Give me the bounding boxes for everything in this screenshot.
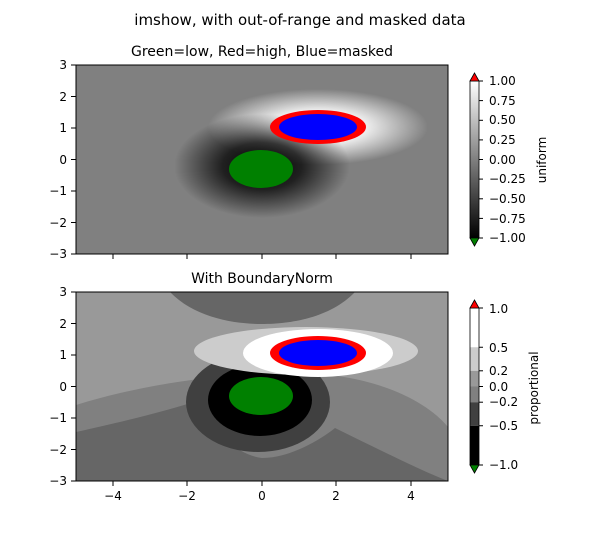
- colorbar-tick-label: 0.2: [489, 364, 508, 378]
- cbar-seg-m02-00: [470, 386, 479, 403]
- figure-suptitle: imshow, with out-of-range and masked dat…: [134, 11, 465, 29]
- top-xtick-marks: [112, 254, 412, 259]
- colorbar-tick-label: −0.2: [489, 395, 518, 409]
- top-heatmap: [76, 65, 448, 254]
- colorbar-tick-label: 1.00: [489, 74, 516, 88]
- top-colorbar-ticks: [479, 80, 483, 239]
- colorbar-tick-label: −1.00: [489, 231, 526, 245]
- ytick-label: −2: [49, 216, 67, 230]
- colorbar-tick-label: −0.25: [489, 172, 526, 186]
- top-colorbar-tick-labels: 1.00 0.75 0.50 0.25 0.00 −0.25 −0.50 −0.…: [489, 74, 526, 245]
- colorbar-tick-label: −0.75: [489, 212, 526, 226]
- bottom-xtick-labels: −4 −2 0 2 4: [104, 489, 415, 503]
- ytick-label: 0: [59, 153, 67, 167]
- colorbar-tick-label: −1.0: [489, 458, 518, 472]
- top-ytick-marks: [71, 64, 76, 255]
- cbar-seg-05-10: [470, 308, 479, 348]
- cbar-seg-m10-m05: [470, 425, 479, 465]
- xtick-label: −4: [104, 489, 122, 503]
- cbar-seg-m05-m02: [470, 402, 479, 426]
- cbar-seg-00-02: [470, 370, 479, 387]
- xtick-label: 2: [332, 489, 340, 503]
- xtick-label: −2: [178, 489, 196, 503]
- top-masked-region: [279, 114, 357, 140]
- bottom-plot: With BoundaryNorm: [49, 271, 449, 503]
- ytick-label: −3: [49, 247, 67, 261]
- top-colorbar-under-arrow: [469, 237, 480, 247]
- bottom-plot-title: With BoundaryNorm: [191, 271, 333, 287]
- xtick-label: 0: [258, 489, 266, 503]
- colorbar-tick-label: 0.5: [489, 341, 508, 355]
- ytick-label: 2: [59, 317, 67, 331]
- top-plot: Green=low, Red=high, Blue=masked 3 2 1 0: [49, 44, 449, 261]
- ytick-label: −1: [49, 184, 67, 198]
- xtick-label: 4: [407, 489, 415, 503]
- bottom-top-wedge: [170, 292, 355, 324]
- colorbar-tick-label: 0.75: [489, 94, 516, 108]
- ytick-label: 3: [59, 58, 67, 72]
- top-colorbar-over-arrow: [469, 72, 480, 82]
- top-colorbar: 1.00 0.75 0.50 0.25 0.00 −0.25 −0.50 −0.…: [469, 72, 549, 247]
- bottom-colorbar: 1.0 0.5 0.2 0.0 −0.2 −0.5 −1.0 proportio…: [469, 299, 541, 474]
- bottom-xtick-marks: [112, 481, 412, 486]
- bottom-heatmap: [76, 292, 448, 481]
- bottom-colorbar-label: proportional: [527, 351, 541, 424]
- ytick-label: 3: [59, 285, 67, 299]
- ytick-label: −1: [49, 411, 67, 425]
- colorbar-tick-label: −0.50: [489, 192, 526, 206]
- bottom-ytick-labels: 3 2 1 0 −1 −2 −3: [49, 285, 67, 488]
- colorbar-tick-label: 0.0: [489, 380, 508, 394]
- bottom-masked-region: [279, 340, 357, 366]
- colorbar-tick-label: 0.25: [489, 133, 516, 147]
- colorbar-tick-label: 1.0: [489, 302, 508, 316]
- ytick-label: −3: [49, 474, 67, 488]
- bottom-lower-region: [76, 400, 448, 481]
- bottom-colorbar-over-arrow: [469, 299, 480, 309]
- ytick-label: 1: [59, 121, 67, 135]
- top-colorbar-label: uniform: [535, 137, 549, 184]
- ytick-label: −2: [49, 443, 67, 457]
- bottom-ytick-marks: [71, 291, 76, 482]
- cbar-seg-02-05: [470, 347, 479, 371]
- bottom-low-region: [229, 377, 293, 415]
- ytick-label: 2: [59, 90, 67, 104]
- colorbar-tick-label: 0.00: [489, 153, 516, 167]
- ytick-label: 1: [59, 348, 67, 362]
- top-ytick-labels: 3 2 1 0 −1 −2 −3: [49, 58, 67, 261]
- top-low-region: [229, 150, 293, 188]
- top-plot-title: Green=low, Red=high, Blue=masked: [131, 44, 393, 60]
- bottom-colorbar-tick-labels: 1.0 0.5 0.2 0.0 −0.2 −0.5 −1.0: [489, 302, 518, 472]
- colorbar-tick-label: −0.5: [489, 419, 518, 433]
- bottom-colorbar-under-arrow: [469, 464, 480, 474]
- top-colorbar-gradient: [470, 81, 479, 238]
- bottom-colorbar-ticks: [479, 307, 483, 466]
- colorbar-tick-label: 0.50: [489, 113, 516, 127]
- ytick-label: 0: [59, 380, 67, 394]
